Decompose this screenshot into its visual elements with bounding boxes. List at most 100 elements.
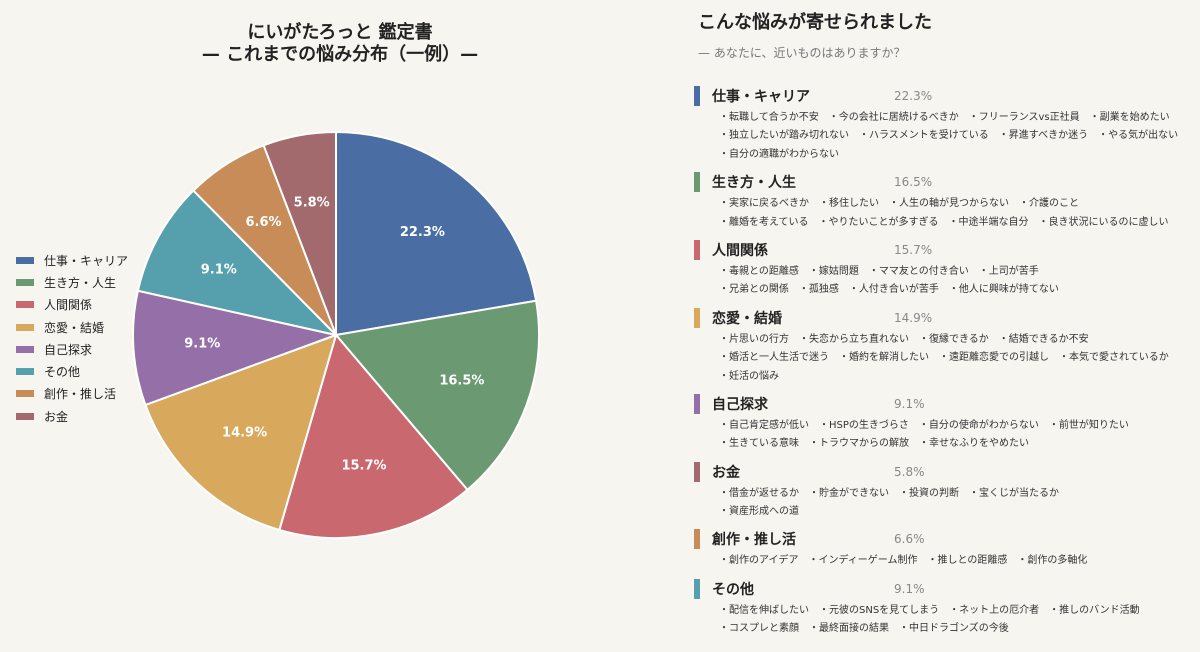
category-percent: 9.1%	[894, 581, 925, 596]
slice-label: 9.1%	[201, 263, 237, 278]
category-header: 仕事・キャリア 22.3%	[694, 86, 1194, 106]
legend-item: その他	[16, 360, 128, 382]
category-example-line: ・資産形成への道	[719, 506, 799, 518]
pie-chart: 22.3% 16.5% 15.7% 14.9% 9.1% 9.1% 6.6% 5.8%	[132, 130, 541, 539]
category-color-bar	[694, 393, 700, 414]
category-header: 人間関係 15.7%	[694, 239, 1194, 260]
chart-title-line-2: — これまでの悩み分布（一例）—	[201, 44, 479, 65]
pie-slice	[144, 333, 338, 532]
category-block: 恋愛・結婚 14.9% ・片思いの行方 ・失恋から立ち直れない ・復縁できるか ・結…	[694, 307, 1194, 386]
pie-slice	[132, 289, 340, 407]
slice-label: 6.6%	[245, 215, 281, 230]
category-color-bar	[694, 86, 700, 106]
legend-label: 恋愛・結婚	[44, 320, 105, 335]
legend-swatch	[16, 323, 34, 331]
slice-label: 16.5%	[439, 373, 484, 388]
category-example-line: ・離婚を考えている ・やりたいことが多すぎる ・中途半端な自分 ・良き状況にいる…	[719, 216, 1169, 228]
category-block: 創作・推し活 6.6% ・創作のアイデア ・インディーゲーム制作 ・推しとの距離感 …	[694, 529, 1194, 570]
category-examples: ・実家に戻るべきか ・移住したい ・人生の軸が見つからない ・介護のこと・離婚を…	[719, 195, 1194, 232]
category-list: 仕事・キャリア 22.3% ・転職して合うか不安 ・今の会社に居続けるべきか ・フリ…	[694, 86, 1194, 647]
category-example-line: ・生きている意味 ・トラウマからの解放 ・幸せなふりをやめたい	[719, 438, 1029, 450]
category-color-bar	[694, 529, 700, 550]
category-example-line: ・実家に戻るべきか ・移住したい ・人生の軸が見つからない ・介護のこと	[719, 198, 1079, 210]
category-name: 生き方・人生	[712, 175, 796, 192]
category-header: 創作・推し活 6.6%	[694, 529, 1194, 550]
category-example-line: ・妊活の悩み	[719, 370, 779, 382]
legend-item: 仕事・キャリア	[16, 249, 128, 271]
category-example-line: ・兄弟との関係 ・孤独感 ・人付き合いが苦手 ・他人に興味が持てない	[719, 284, 1059, 296]
category-block: 自己探求 9.1% ・自己肯定感が低い ・HSPの生きづらさ ・自分の使命がわからな…	[694, 393, 1194, 454]
legend-swatch	[16, 301, 34, 309]
category-percent: 6.6%	[894, 532, 925, 547]
legend-swatch	[16, 412, 34, 420]
category-color-bar	[694, 461, 700, 482]
category-name: 創作・推し活	[712, 532, 796, 549]
category-percent: 22.3%	[894, 89, 933, 103]
category-example-line: ・配信を伸ばしたい ・元彼のSNSを見てしまう ・ネット上の厄介者 ・推しのバン…	[719, 604, 1140, 616]
category-example-line: ・独立したいが踏み切れない ・ハラスメントを受けている ・昇進すべきか迷う ・や…	[719, 130, 1179, 142]
category-examples: ・配信を伸ばしたい ・元彼のSNSを見てしまう ・ネット上の厄介者 ・推しのバン…	[719, 602, 1194, 639]
chart-title: にいがたろっと 鑑定書 — これまでの悩み分布（一例）—	[150, 22, 530, 66]
pie-slice	[278, 332, 469, 539]
category-header: 生き方・人生 16.5%	[694, 172, 1194, 193]
category-example-line: ・毒親との距離感 ・嫁姑問題 ・ママ友との付き合い ・上司が苦手	[719, 265, 1039, 277]
category-color-bar	[694, 578, 700, 599]
category-percent: 16.5%	[894, 175, 933, 190]
pie-slice	[335, 130, 538, 337]
legend-swatch	[16, 368, 34, 376]
category-name: 人間関係	[712, 242, 768, 259]
pie-slice	[334, 299, 541, 492]
category-percent: 5.8%	[894, 464, 925, 479]
category-name: 自己探求	[712, 396, 768, 413]
legend-item: 創作・推し活	[16, 383, 128, 405]
category-block: 人間関係 15.7% ・毒親との距離感 ・嫁姑問題 ・ママ友との付き合い ・上司が苦…	[694, 239, 1194, 300]
category-example-line: ・婚活と一人生活で迷う ・婚約を解消したい ・遠距離恋愛での引越し ・本気で愛さ…	[719, 352, 1169, 364]
section-title: こんな悩みが寄せられました	[698, 12, 932, 33]
category-examples: ・創作のアイデア ・インディーゲーム制作 ・推しとの距離感 ・創作の多軸化	[719, 552, 1194, 570]
category-name: その他	[712, 581, 754, 598]
category-percent: 14.9%	[894, 310, 933, 325]
legend-label: 創作・推し活	[44, 387, 117, 402]
category-name: お金	[712, 464, 740, 481]
slice-label: 9.1%	[184, 336, 220, 351]
legend-swatch	[16, 278, 34, 286]
category-examples: ・片思いの行方 ・失恋から立ち直れない ・復縁できるか ・結婚できるか不安・婚活…	[719, 331, 1194, 386]
legend-label: 人間関係	[44, 298, 93, 313]
category-name: 仕事・キャリア	[712, 89, 810, 105]
category-example-line: ・片思いの行方 ・失恋から立ち直れない ・復縁できるか ・結婚できるか不安	[719, 333, 1089, 345]
legend-item: 人間関係	[16, 294, 128, 316]
category-block: 仕事・キャリア 22.3% ・転職して合うか不安 ・今の会社に居続けるべきか ・フリ…	[694, 86, 1194, 164]
category-block: その他 9.1% ・配信を伸ばしたい ・元彼のSNSを見てしまう ・ネット上の厄介者…	[694, 578, 1194, 639]
category-percent: 9.1%	[894, 396, 925, 411]
legend-item: 自己探求	[16, 338, 128, 360]
category-header: お金 5.8%	[694, 461, 1194, 482]
category-color-bar	[694, 307, 700, 328]
category-example-line: ・コスプレと素顔 ・最終面接の結果 ・中日ドラゴンズの今後	[719, 623, 1009, 635]
legend-label: お金	[44, 409, 69, 424]
legend-label: 生き方・人生	[44, 275, 117, 290]
legend-swatch	[16, 256, 34, 264]
category-color-bar	[694, 172, 700, 193]
chart-legend: 仕事・キャリア 生き方・人生 人間関係恋愛・結婚自己探求その他創作・推し活 お金	[16, 249, 128, 427]
slice-label: 14.9%	[222, 426, 267, 441]
category-header: その他 9.1%	[694, 578, 1194, 599]
legend-label: 自己探求	[44, 342, 93, 357]
legend-item: 恋愛・結婚	[16, 316, 128, 338]
section-subtitle: — あなたに、近いものはありますか？	[698, 46, 906, 60]
category-color-bar	[694, 239, 700, 260]
legend-item: お金	[16, 405, 128, 427]
category-percent: 15.7%	[894, 242, 933, 257]
slice-label: 15.7%	[341, 459, 386, 474]
category-examples: ・転職して合うか不安 ・今の会社に居続けるべきか ・フリーランスvs正社員 ・副…	[719, 109, 1194, 164]
legend-label: 仕事・キャリア	[44, 253, 129, 268]
legend-swatch	[16, 390, 34, 398]
category-example-line: ・自己肯定感が低い ・HSPの生きづらさ ・自分の使命がわからない ・前世が知り…	[719, 419, 1129, 431]
category-name: 恋愛・結婚	[712, 310, 782, 327]
chart-title-line-1: にいがたろっと 鑑定書	[247, 22, 433, 43]
category-block: お金 5.8% ・借金が返せるか ・貯金ができない ・投資の判断 ・宝くじが当たるか…	[694, 461, 1194, 522]
category-examples: ・毒親との距離感 ・嫁姑問題 ・ママ友との付き合い ・上司が苦手・兄弟との関係 …	[719, 263, 1194, 300]
category-examples: ・借金が返せるか ・貯金ができない ・投資の判断 ・宝くじが当たるか ・資産形成へ…	[719, 485, 1194, 522]
category-header: 自己探求 9.1%	[694, 393, 1194, 414]
slice-label: 5.8%	[294, 196, 330, 211]
legend-item: 生き方・人生	[16, 271, 128, 293]
